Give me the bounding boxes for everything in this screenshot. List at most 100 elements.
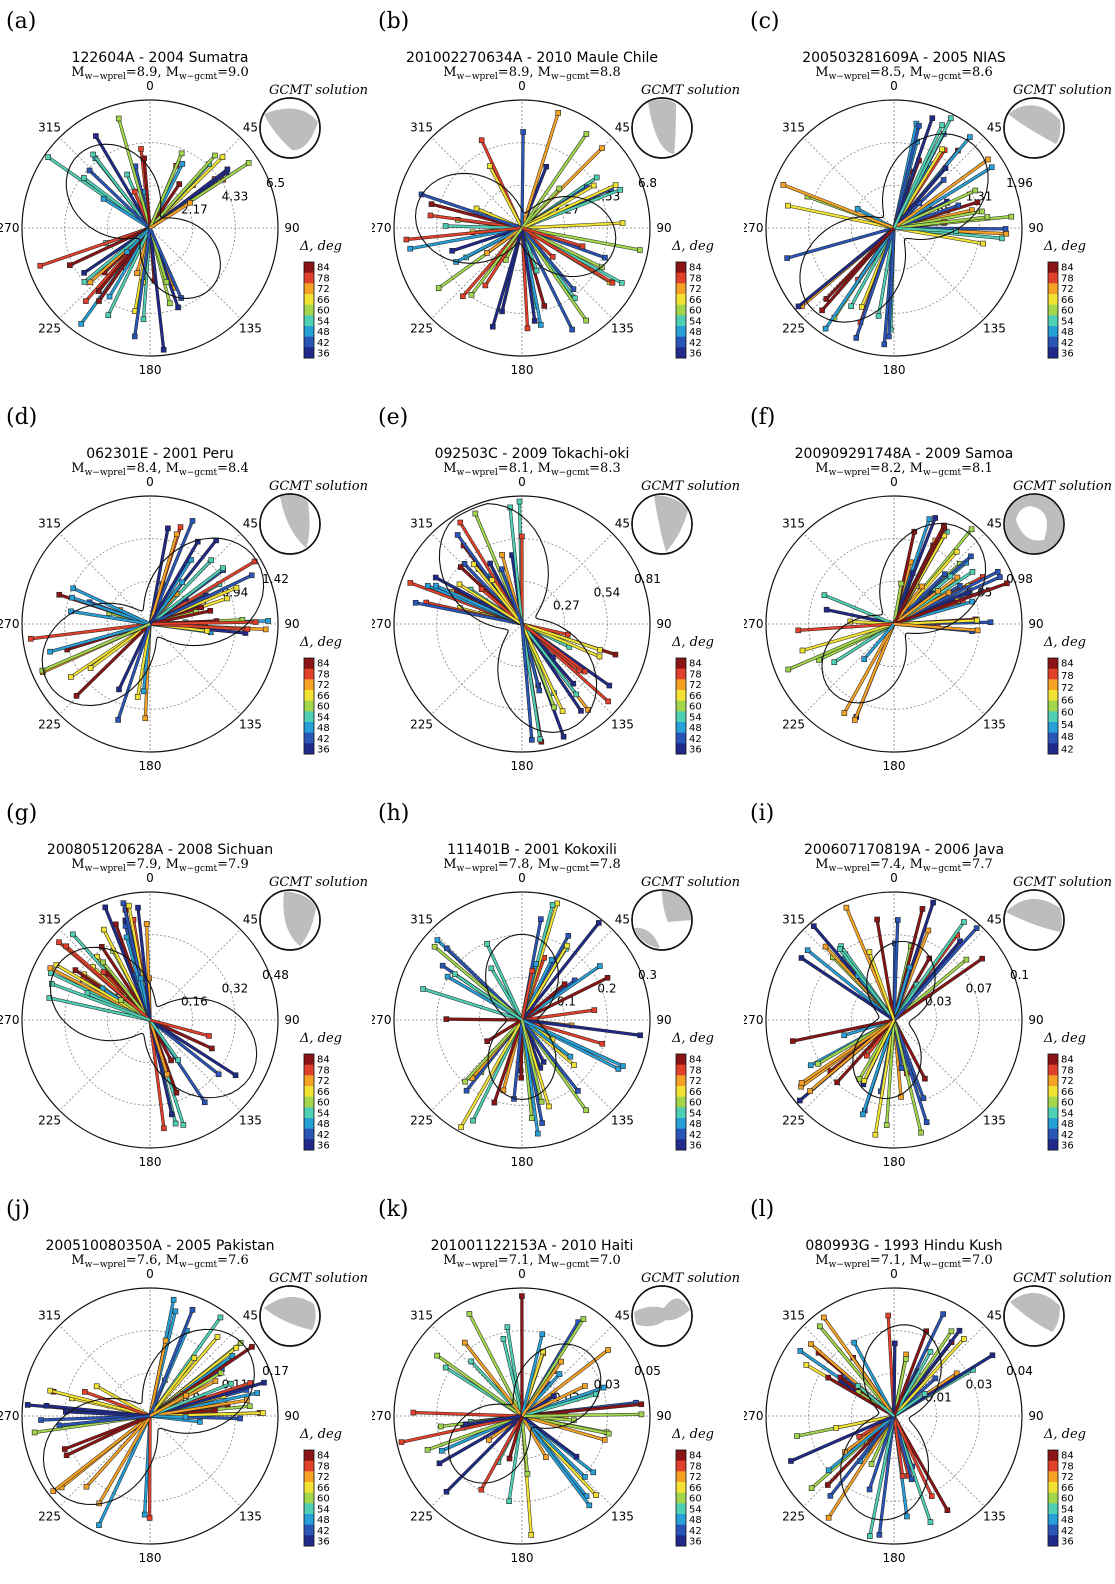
colorbar-tick-label: 54 (689, 1504, 702, 1515)
station-marker (928, 1520, 933, 1525)
gcmt-label: GCMT solution (269, 479, 368, 494)
station-marker (48, 966, 53, 971)
station-marker (180, 580, 185, 585)
station-marker (179, 151, 184, 156)
station-marker (218, 1315, 223, 1320)
colorbar-tick-label: 84 (689, 1055, 702, 1066)
angular-tick-label: 180 (511, 1551, 534, 1565)
station-marker (884, 1123, 889, 1128)
colorbar-segment (304, 294, 314, 305)
colorbar-segment (1048, 294, 1058, 305)
angular-tick-label: 270 (372, 1013, 391, 1027)
angular-tick-label: 135 (239, 321, 262, 335)
angular-tick-label: 270 (744, 1409, 763, 1423)
station-marker (582, 1384, 587, 1389)
station-marker (568, 1054, 573, 1059)
station-marker (141, 317, 146, 322)
station-ray (461, 1020, 522, 1127)
station-rays (408, 499, 618, 744)
station-marker (859, 304, 864, 309)
station-marker (534, 268, 539, 273)
station-marker (525, 326, 530, 331)
colorbar-segment (304, 1450, 314, 1461)
station-marker (867, 1487, 872, 1492)
colorbar-tick-label: 78 (1061, 273, 1074, 284)
colorbar-tick-label: 66 (689, 1087, 702, 1098)
station-marker (820, 308, 825, 313)
station-marker (142, 1512, 147, 1517)
station-marker (821, 1315, 826, 1320)
angular-tick-label: 315 (782, 1309, 805, 1323)
colorbar-segment (304, 1139, 314, 1150)
station-marker (995, 569, 1000, 574)
station-marker (266, 618, 271, 623)
station-marker (552, 705, 557, 710)
colorbar-tick-label: 78 (317, 1065, 330, 1076)
angular-tick-label: 315 (38, 121, 61, 135)
station-marker (942, 572, 947, 577)
gcmt-label: GCMT solution (269, 83, 368, 98)
station-marker (852, 717, 857, 722)
station-marker (529, 737, 534, 742)
chart-title: 201001122153A - 2010 Haiti (431, 1238, 634, 1254)
station-marker (425, 1447, 430, 1452)
station-marker (895, 917, 900, 922)
panel-label: (d) (6, 405, 37, 430)
colorbar-tick-label: 66 (689, 691, 702, 702)
colorbar-tick-label: 54 (1061, 720, 1074, 731)
station-marker (435, 1353, 440, 1358)
station-marker (933, 515, 938, 520)
station-marker (811, 924, 816, 929)
station-marker (519, 1294, 524, 1299)
station-marker (471, 1118, 476, 1123)
angular-tick-label: 45 (987, 121, 1002, 135)
angular-grid-line (150, 624, 241, 715)
station-marker (862, 1078, 867, 1083)
colorbar-segment (1048, 326, 1058, 337)
station-marker (909, 1477, 914, 1482)
station-marker (886, 1313, 891, 1318)
colorbar-segment (304, 743, 314, 754)
colorbar-segment (676, 337, 686, 348)
station-marker (535, 1131, 540, 1136)
station-marker (539, 1099, 544, 1104)
angular-tick-label: 270 (0, 1409, 19, 1423)
station-marker (571, 681, 576, 686)
station-marker (578, 708, 583, 713)
gcmt-label: GCMT solution (269, 1271, 368, 1286)
station-marker (807, 1089, 812, 1094)
station-marker (459, 1124, 464, 1129)
colorbar-tick-label: 54 (317, 712, 330, 723)
colorbar-tick-label: 66 (317, 1483, 330, 1494)
angular-tick-label: 225 (410, 321, 433, 335)
colorbar-tick-label: 60 (1061, 1098, 1074, 1109)
angular-tick-label: 90 (1028, 1409, 1043, 1423)
colorbar-tick-label: 72 (1061, 1472, 1074, 1483)
colorbar-segment (304, 1118, 314, 1129)
angular-tick-label: 180 (139, 1155, 162, 1169)
station-marker (570, 327, 575, 332)
angular-tick-label: 135 (239, 1113, 262, 1127)
angular-tick-label: 135 (611, 1509, 634, 1523)
station-marker (121, 901, 126, 906)
station-rays (38, 116, 251, 352)
station-marker (220, 566, 225, 571)
station-marker (574, 692, 579, 697)
polar-chart: (j)200510080350A - 2005 PakistanMw−wprel… (0, 1188, 372, 1584)
station-marker (920, 906, 925, 911)
colorbar-tick-label: 54 (1061, 316, 1074, 327)
station-marker (613, 652, 618, 657)
colorbar-segment (304, 701, 314, 712)
colorbar-label: Δ, deg (299, 239, 342, 254)
station-marker (485, 941, 490, 946)
station-marker (945, 1508, 950, 1513)
angular-tick-label: 135 (611, 321, 634, 335)
colorbar-segment (676, 1054, 686, 1065)
colorbar-tick-label: 78 (317, 273, 330, 284)
colorbar-tick-label: 60 (689, 306, 702, 317)
station-marker (860, 1112, 865, 1117)
radial-tick-label: 0.17 (262, 1364, 289, 1378)
angular-tick-label: 90 (656, 617, 671, 631)
gcmt-label: GCMT solution (269, 875, 368, 890)
